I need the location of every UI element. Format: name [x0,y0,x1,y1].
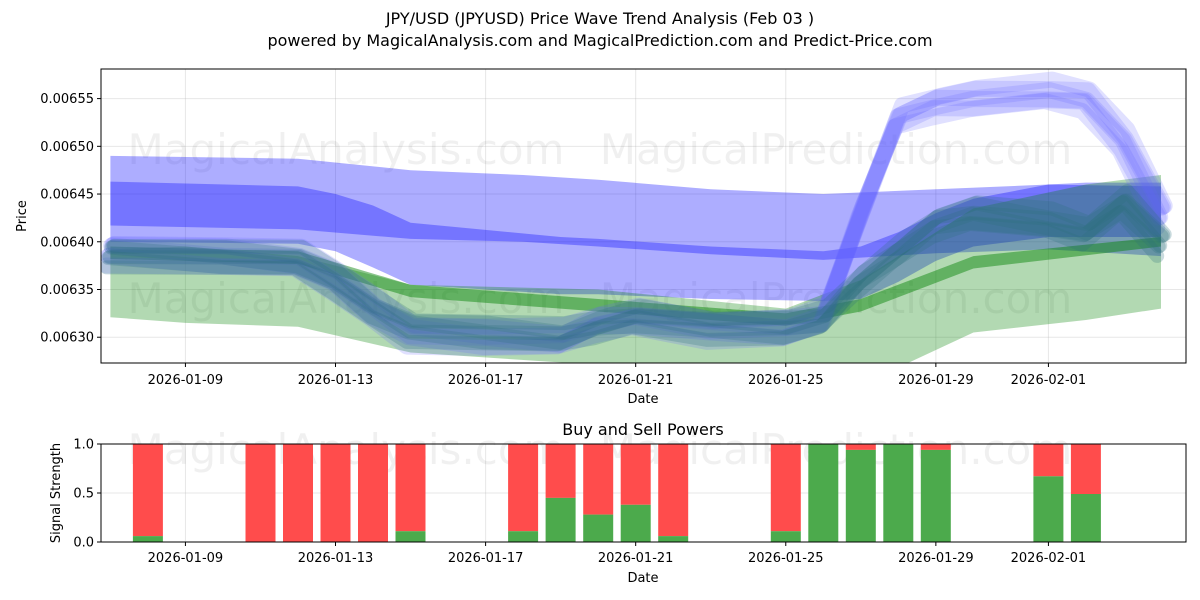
wave-teal-line [102,195,1168,350]
price-x-tick-label: 2026-01-09 [148,373,224,388]
price-y-ticks: 0.00630 0.00635 0.00640 0.00645 0.00650 0.006… [40,92,101,346]
buy-power-bar [132,536,163,542]
sell-power-bar [545,444,576,498]
chart-subtitle: powered by MagicalAnalysis.com and Magic… [267,31,933,50]
wave-teal-line [105,193,1171,340]
buy-power-bar [395,531,426,542]
price-x-tick-label: 2026-01-29 [898,373,974,388]
blue-trend-band [110,181,1161,301]
sell-power-bar [358,444,388,542]
price-x-ticks: 2026-01-09 2026-01-13 2026-01-17 2026-01-21… [148,363,1087,388]
wave-blue-line [101,92,1167,356]
wave-teal-line [101,204,1166,351]
sell-power-bar [620,444,651,505]
price-watermarks: MagicalAnalysis.com MagicalPrediction.co… [128,125,1073,323]
signal-x-tick-label: 2026-01-25 [748,551,824,566]
sell-power-bar [770,444,801,532]
price-y-tick-label: 0.00655 [40,92,94,107]
sell-power-bar [583,444,614,515]
signal-x-tick-label: 2026-01-17 [448,551,524,566]
buy-power-bar [583,514,614,542]
buy-power-bar [883,444,914,542]
buy-power-bar [845,449,876,542]
price-plot-area [101,71,1173,363]
sell-power-bar [395,444,426,532]
sell-power-bar [132,444,163,537]
price-axes-frame [100,68,1187,364]
wave-blue-line [101,91,1169,353]
signal-x-axis-label: Date [627,571,658,586]
price-y-tick-label: 0.00635 [40,283,94,298]
signal-x-tick-label: 2026-01-21 [598,551,674,566]
buy-power-bar [1070,494,1101,542]
signal-y-axis-label: Signal Strength [49,443,64,543]
watermark-prediction-2: MagicalPrediction.com [600,274,1073,323]
signal-x-tick-label: 2026-01-29 [898,551,974,566]
sell-power-bar [845,444,876,450]
sell-power-bar [283,444,313,542]
sell-power-bar [920,444,951,450]
buy-power-bar [808,444,839,542]
signal-y-tick-label: 0.0 [73,536,94,551]
wave-blue-line [103,82,1170,345]
sell-power-bar [245,444,276,542]
sell-power-bar [658,444,689,537]
price-x-tick-label: 2026-01-13 [298,373,374,388]
price-x-tick-label: 2026-01-21 [598,373,674,388]
sell-power-bar [320,444,351,542]
buy-power-bar [920,449,951,542]
wave-teal-line [107,184,1172,331]
price-y-axis-label: Price [15,200,30,232]
price-x-tick-label: 2026-01-17 [448,373,524,388]
wave-blue-line [104,80,1172,343]
green-trend-band [110,237,1161,326]
sell-power-bar [508,444,539,532]
signal-y-tick-label: 1.0 [73,438,94,453]
price-x-tick-label: 2026-02-01 [1011,373,1087,388]
watermark-analysis-1: MagicalAnalysis.com [128,125,565,174]
blue-upper-band [110,155,1161,260]
price-y-tick-label: 0.00630 [40,331,94,346]
watermark-analysis-2: MagicalAnalysis.com [128,274,565,323]
wave-blue-line [106,71,1173,335]
wave-teal-line [104,194,1169,341]
signal-x-tick-label: 2026-01-13 [298,551,374,566]
buy-power-bar [620,504,651,542]
sell-power-bar [1070,444,1101,494]
wave-teal-line [101,205,1165,352]
price-y-tick-label: 0.00645 [40,188,94,203]
price-x-tick-label: 2026-01-25 [748,373,824,388]
signal-chart-title: Buy and Sell Powers [562,420,724,439]
chart-title: JPY/USD (JPYUSD) Price Wave Trend Analys… [385,9,815,28]
buy-power-bar [770,531,801,542]
buy-power-bar [658,536,689,542]
signal-plot-area [132,444,1101,542]
signal-x-tick-label: 2026-01-09 [148,551,224,566]
buy-power-bar [508,531,539,542]
price-x-axis-label: Date [627,392,658,407]
watermark-prediction-1: MagicalPrediction.com [600,125,1073,174]
price-y-tick-label: 0.00640 [40,235,94,250]
wave-blue-line [101,93,1166,356]
buy-power-bar [545,497,576,542]
price-grid [101,69,1186,363]
sell-power-bar [1033,444,1064,477]
signal-x-ticks: 2026-01-09 2026-01-13 2026-01-17 2026-01-21… [148,542,1087,566]
signal-y-tick-label: 0.5 [73,487,94,502]
buy-power-bar [1033,476,1064,542]
signal-x-tick-label: 2026-02-01 [1011,551,1087,566]
signal-y-ticks: 0.0 0.5 1.0 [73,438,101,551]
price-y-tick-label: 0.00650 [40,140,94,155]
green-wide-band [110,175,1161,363]
